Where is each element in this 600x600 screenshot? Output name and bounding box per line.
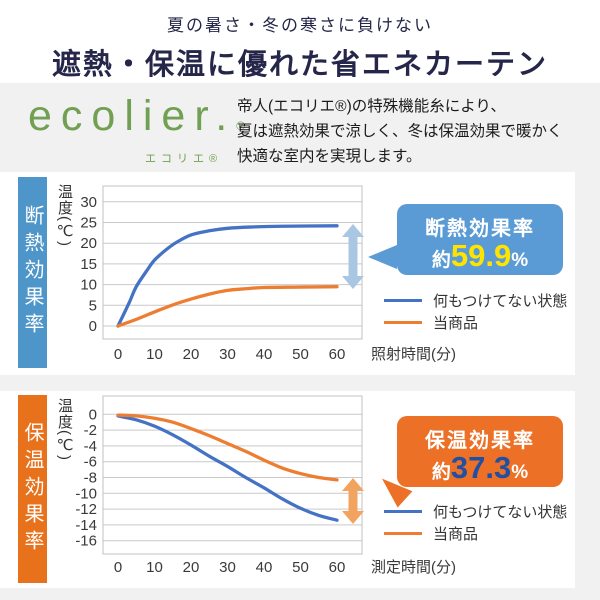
page-title: 遮熱・保温に優れた省エネカーテン [51, 49, 548, 81]
svg-text:25: 25 [80, 215, 97, 232]
brand-section: ecolier.® エコリエ® 帝人(エコリエ®)の特殊機能糸により、 夏は遮熱… [0, 83, 600, 172]
legend-item-bare: 何もつけてない状態 [384, 289, 567, 311]
retention-rate-callout: 保温効果率 約37.3% [374, 416, 563, 508]
svg-text:測定時間(分): 測定時間(分) [371, 559, 456, 576]
svg-text:5: 5 [89, 297, 97, 314]
registered-trademark-icon: ® [236, 119, 246, 133]
header: 夏の暑さ・冬の寒さに負けない 遮熱・保温に優れた省エネカーテン [0, 0, 600, 83]
ecolier-logo: ecolier.® エコリエ® [28, 93, 245, 165]
svg-text:50: 50 [292, 346, 309, 363]
callout-label: 断熱効果率 [425, 218, 535, 240]
svg-text:10: 10 [80, 277, 97, 294]
svg-text:60: 60 [329, 559, 346, 576]
section-divider [0, 375, 600, 391]
callout-value: 約37.3% [431, 450, 529, 485]
svg-text:-6: -6 [84, 454, 97, 471]
svg-text:10: 10 [146, 559, 163, 576]
brand-description: 帝人(エコリエ®)の特殊機能糸により、 夏は遮熱効果で涼しく、冬は保温効果で暖か… [237, 94, 563, 169]
svg-text:照射時間(分): 照射時間(分) [371, 346, 456, 363]
svg-text:0: 0 [114, 346, 122, 363]
logo-text: ecolier. [28, 92, 237, 140]
svg-text:30: 30 [219, 346, 236, 363]
svg-text:-10: -10 [75, 485, 97, 502]
right-margin [575, 172, 600, 600]
description-line: 快適な室内を実現します。 [237, 148, 422, 165]
svg-text:15: 15 [80, 256, 97, 273]
svg-text:0: 0 [114, 559, 122, 576]
callout-value: 約59.9% [431, 238, 529, 273]
callout-label: 保温効果率 [425, 430, 535, 452]
blue-line-swatch-icon [384, 509, 422, 513]
section-label: 断熱効果率 [21, 205, 43, 340]
legend-label: 当商品 [433, 314, 479, 332]
section-label-band-retention: 保温効果率 [18, 395, 47, 583]
legend-label: 何もつけてない状態 [433, 503, 568, 521]
orange-line-swatch-icon [384, 320, 422, 324]
callout-percentage: 59.9 [450, 238, 512, 273]
bottom-margin [0, 588, 600, 600]
section-label-band-insulation: 断熱効果率 [18, 177, 47, 368]
svg-text:10: 10 [146, 346, 163, 363]
svg-text:40: 40 [256, 559, 273, 576]
svg-text:20: 20 [183, 559, 200, 576]
legend-item-product: 当商品 [384, 522, 567, 544]
svg-text:60: 60 [329, 346, 346, 363]
legend: 何もつけてない状態 当商品 [384, 500, 567, 544]
section-label: 保温効果率 [21, 421, 43, 557]
legend: 何もつけてない状態 当商品 [384, 289, 567, 333]
svg-text:-2: -2 [84, 422, 97, 439]
svg-text:0: 0 [89, 406, 97, 423]
svg-text:-8: -8 [84, 470, 97, 487]
callout-tail-icon [368, 245, 397, 269]
callout-percentage: 37.3 [450, 450, 512, 485]
svg-text:20: 20 [80, 235, 97, 252]
header-subtitle: 夏の暑さ・冬の寒さに負けない [167, 16, 433, 35]
blue-line-swatch-icon [384, 298, 422, 302]
legend-label: 当商品 [433, 525, 479, 543]
svg-text:-16: -16 [75, 533, 97, 550]
legend-label: 何もつけてない状態 [433, 292, 568, 310]
svg-text:40: 40 [256, 346, 273, 363]
svg-text:20: 20 [183, 346, 200, 363]
svg-text:50: 50 [292, 559, 309, 576]
description-line: 夏は遮熱効果で涼しく、冬は保温効果で暖かく [237, 123, 563, 140]
legend-item-bare: 何もつけてない状態 [384, 500, 567, 522]
retention-temperature-chart: 0-2-4-6-8-10-12-14-160 10 20 30 40 50 60 測定時間(分… [75, 395, 456, 576]
y-axis-label: 温度(℃) [56, 398, 73, 461]
brand-band-background [0, 83, 600, 172]
legend-item-product: 当商品 [384, 311, 567, 333]
heat-retention-chart-section: 保温効果率 0 -2 -4 -6 -8 -10 -12 -14 -16 0 10 20 30 40 50 60… [0, 391, 575, 588]
svg-text:30: 30 [80, 194, 97, 211]
y-axis-label: 温度(℃) [56, 184, 73, 247]
svg-text:-14: -14 [75, 517, 97, 534]
svg-text:-4: -4 [84, 438, 97, 455]
description-line: 帝人(エコリエ®)の特殊機能糸により、 [237, 98, 506, 115]
svg-text:0: 0 [89, 318, 97, 335]
insulation-chart-section: 断熱効果率 30 25 20 15 10 5 0 0 10 20 30 40 50 60 照射時間(分) 温… [0, 172, 575, 375]
insulation-rate-callout: 断熱効果率 約59.9% [368, 204, 563, 275]
orange-line-swatch-icon [384, 531, 422, 535]
logo-ruby: エコリエ® [145, 153, 223, 165]
svg-text:30: 30 [219, 559, 236, 576]
svg-text:-12: -12 [75, 501, 97, 518]
